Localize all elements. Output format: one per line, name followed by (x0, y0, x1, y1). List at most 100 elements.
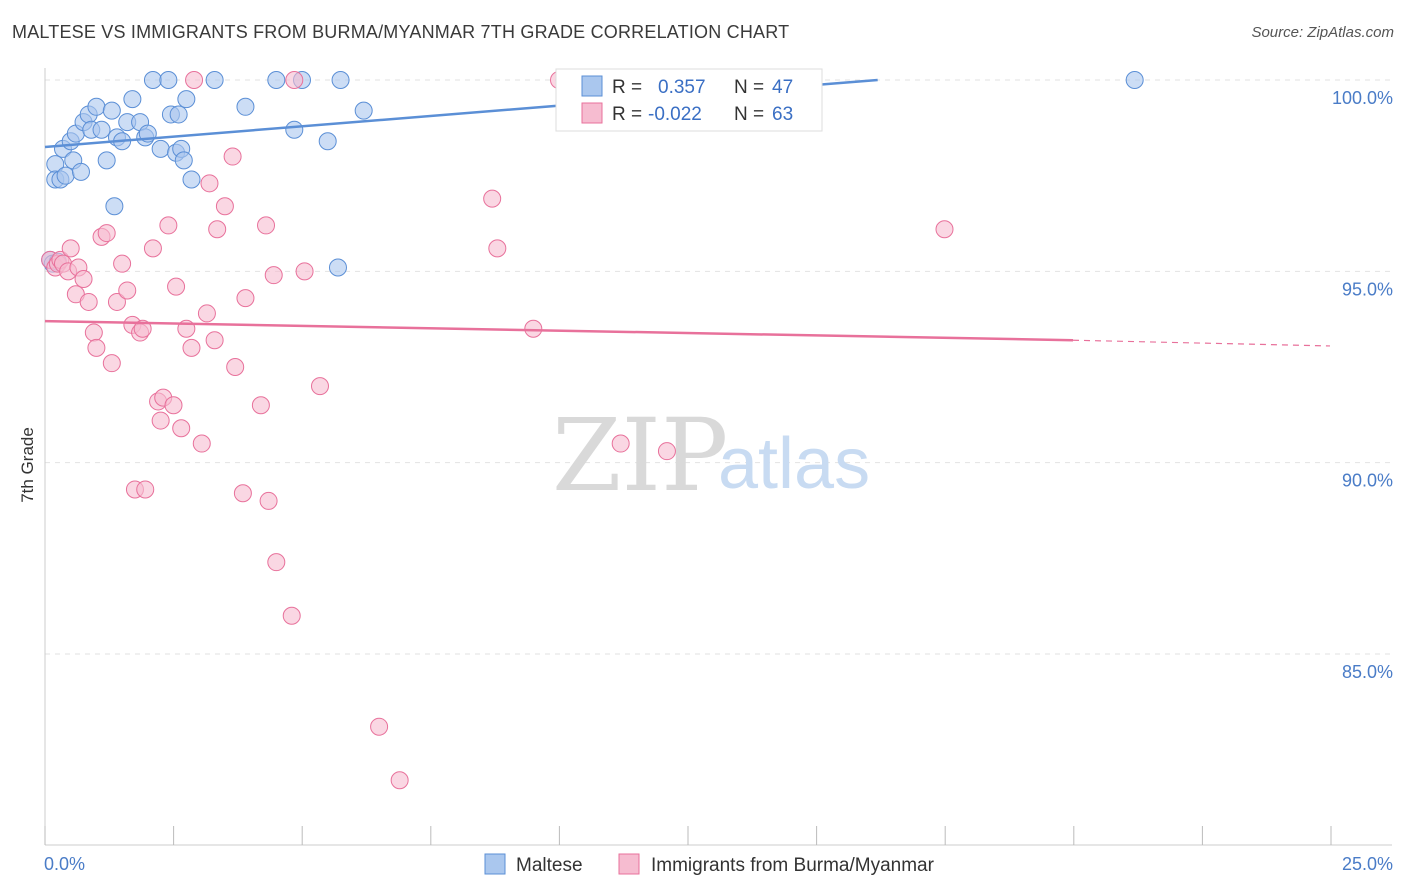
maltese-point (354, 101, 373, 120)
burma-point (205, 331, 224, 350)
legend-label-burma: Immigrants from Burma/Myanmar (651, 855, 935, 876)
burma-point (488, 239, 507, 258)
source-label: Source: ZipAtlas.com (1251, 24, 1394, 41)
burma-point (164, 396, 183, 415)
y-tick-label-0: 100.0% (1332, 88, 1393, 108)
legend-n-value-1: 47 (772, 77, 793, 98)
correlation-legend: R = 0.357 N = 47 R = -0.022 N = 63 (555, 68, 823, 132)
burma-point (182, 338, 201, 357)
maltese-point (169, 105, 188, 124)
maltese-point (267, 71, 286, 89)
x-tick-label-0: 0.0% (44, 854, 85, 874)
burma-point (390, 771, 409, 790)
maltese-point (177, 90, 196, 109)
series-legend: Maltese Immigrants from Burma/Myanmar (484, 853, 935, 876)
maltese-point (182, 170, 201, 189)
maltese-point (71, 162, 90, 181)
burma-point (136, 480, 155, 499)
legend-label-maltese: Maltese (516, 855, 583, 876)
legend-r-label-2: R = (612, 104, 642, 125)
maltese-point (328, 258, 347, 277)
burma-point (172, 419, 191, 438)
burma-point (264, 266, 283, 285)
burma-point (133, 319, 152, 338)
burma-point (524, 319, 543, 338)
maltese-point (151, 139, 170, 158)
burma-point (87, 338, 106, 357)
burma-point (935, 220, 954, 239)
x-tick-label-1: 25.0% (1342, 854, 1393, 874)
burma-point (215, 197, 234, 216)
gridlines (45, 79, 1392, 655)
legend-swatch-maltese (581, 75, 603, 97)
burma-point (310, 377, 329, 396)
watermark-atlas: atlas (718, 424, 870, 504)
burma-point (282, 606, 301, 625)
legend-swatch-maltese-bottom (484, 853, 506, 875)
burma-point (611, 434, 630, 453)
maltese-point (87, 97, 106, 116)
burma-point (197, 304, 216, 323)
burma-point (185, 71, 204, 89)
maltese-point (92, 120, 111, 139)
burma-trend-line-extension (1072, 339, 1331, 347)
burma-point (483, 189, 502, 208)
burma-point (74, 269, 93, 288)
legend-r-value-2: -0.022 (648, 104, 702, 125)
burma-point (192, 434, 211, 453)
maltese-point (236, 97, 255, 116)
maltese-point (143, 71, 162, 89)
burma-point (226, 358, 245, 376)
burma-point (208, 220, 227, 239)
legend-swatch-burma (581, 102, 603, 124)
maltese-point (97, 151, 116, 170)
burma-point (223, 147, 242, 166)
burma-point (285, 71, 304, 89)
burma-point (61, 239, 80, 258)
maltese-point (123, 90, 142, 109)
burma-point (236, 289, 255, 308)
maltese-point (318, 132, 337, 151)
y-tick-label-1: 95.0% (1342, 279, 1393, 299)
y-tick-label-3: 85.0% (1342, 662, 1393, 682)
burma-point (97, 224, 116, 243)
burma-point (118, 281, 137, 300)
legend-swatch-burma-bottom (618, 853, 640, 875)
burma-point (107, 292, 126, 311)
chart-title: MALTESE VS IMMIGRANTS FROM BURMA/MYANMAR… (12, 22, 790, 42)
maltese-point (1125, 71, 1144, 89)
burma-point (79, 292, 98, 311)
burma-point (143, 239, 162, 258)
burma-point (370, 717, 389, 736)
burma-point (295, 262, 314, 281)
maltese-point (285, 120, 304, 139)
burma-point (267, 553, 286, 572)
legend-n-value-2: 63 (772, 104, 793, 125)
maltese-point (331, 71, 350, 89)
legend-n-label-2: N = (734, 104, 764, 125)
burma-point (159, 216, 178, 235)
maltese-point (159, 71, 178, 89)
watermark-zip: ZIP (552, 397, 728, 514)
maltese-point (105, 197, 124, 216)
legend-r-value-1: 0.357 (658, 77, 706, 98)
legend-n-label-1: N = (734, 77, 764, 98)
burma-point (200, 174, 219, 193)
maltese-point (205, 71, 224, 89)
burma-point (84, 323, 103, 342)
y-tick-labels: 100.0% 95.0% 90.0% 85.0% (1332, 88, 1393, 682)
burma-point (251, 396, 270, 415)
y-axis-label: 7th Grade (18, 427, 37, 503)
x-tick-labels: 0.0% 25.0% (44, 854, 1393, 874)
burma-point (657, 442, 676, 461)
burma-point (259, 491, 278, 510)
burma-trend-line (44, 319, 1074, 342)
y-tick-label-2: 90.0% (1342, 471, 1393, 491)
maltese-point (56, 166, 75, 185)
legend-r-label-1: R = (612, 77, 642, 98)
burma-point (151, 411, 170, 430)
burma-point (233, 484, 252, 503)
burma-point (102, 354, 121, 373)
burma-point (167, 277, 186, 296)
